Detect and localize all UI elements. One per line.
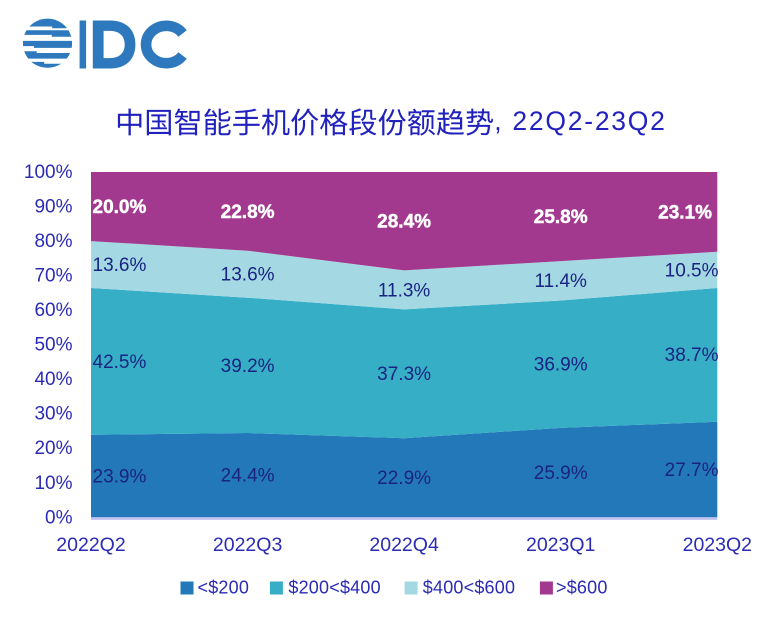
- svg-text:13.6%: 13.6%: [93, 255, 147, 276]
- svg-text:2022Q4: 2022Q4: [369, 534, 439, 556]
- svg-text:>$600: >$600: [556, 578, 608, 598]
- svg-text:42.5%: 42.5%: [93, 352, 147, 373]
- svg-text:40%: 40%: [34, 369, 72, 390]
- svg-text:23.1%: 23.1%: [658, 202, 712, 223]
- svg-text:11.4%: 11.4%: [534, 271, 587, 292]
- svg-text:23.9%: 23.9%: [93, 466, 147, 487]
- svg-text:10.5%: 10.5%: [665, 260, 719, 281]
- svg-text:, 22Q2-23Q2: , 22Q2-23Q2: [494, 106, 666, 136]
- svg-text:70%: 70%: [34, 266, 72, 287]
- svg-text:10%: 10%: [34, 473, 72, 494]
- svg-text:100%: 100%: [24, 162, 73, 183]
- svg-text:38.7%: 38.7%: [665, 345, 719, 366]
- svg-text:36.9%: 36.9%: [534, 355, 588, 376]
- svg-text:2022Q2: 2022Q2: [56, 534, 125, 556]
- svg-text:22.8%: 22.8%: [221, 202, 275, 223]
- svg-text:11.3%: 11.3%: [378, 280, 431, 301]
- svg-text:2023Q1: 2023Q1: [526, 534, 595, 556]
- svg-text:2023Q2: 2023Q2: [683, 534, 752, 556]
- svg-text:13.6%: 13.6%: [221, 265, 275, 286]
- svg-text:28.4%: 28.4%: [377, 212, 431, 233]
- svg-text:60%: 60%: [34, 300, 72, 321]
- svg-text:$200<$400: $200<$400: [288, 578, 380, 598]
- svg-text:0%: 0%: [45, 507, 73, 528]
- svg-text:22.9%: 22.9%: [377, 468, 431, 489]
- svg-text:27.7%: 27.7%: [665, 460, 719, 481]
- svg-text:<$200: <$200: [198, 578, 250, 598]
- svg-text:37.3%: 37.3%: [377, 364, 431, 385]
- svg-text:25.8%: 25.8%: [534, 207, 588, 228]
- svg-text:25.9%: 25.9%: [534, 463, 588, 484]
- svg-text:24.4%: 24.4%: [221, 466, 275, 487]
- svg-text:20.0%: 20.0%: [93, 197, 147, 218]
- svg-text:2022Q3: 2022Q3: [213, 534, 282, 556]
- svg-text:80%: 80%: [34, 231, 72, 252]
- svg-text:$400<$600: $400<$600: [423, 578, 515, 598]
- svg-text:20%: 20%: [34, 438, 72, 459]
- svg-text:50%: 50%: [34, 335, 72, 356]
- svg-text:30%: 30%: [34, 404, 72, 425]
- svg-text:39.2%: 39.2%: [221, 356, 275, 377]
- svg-text:90%: 90%: [34, 197, 72, 218]
